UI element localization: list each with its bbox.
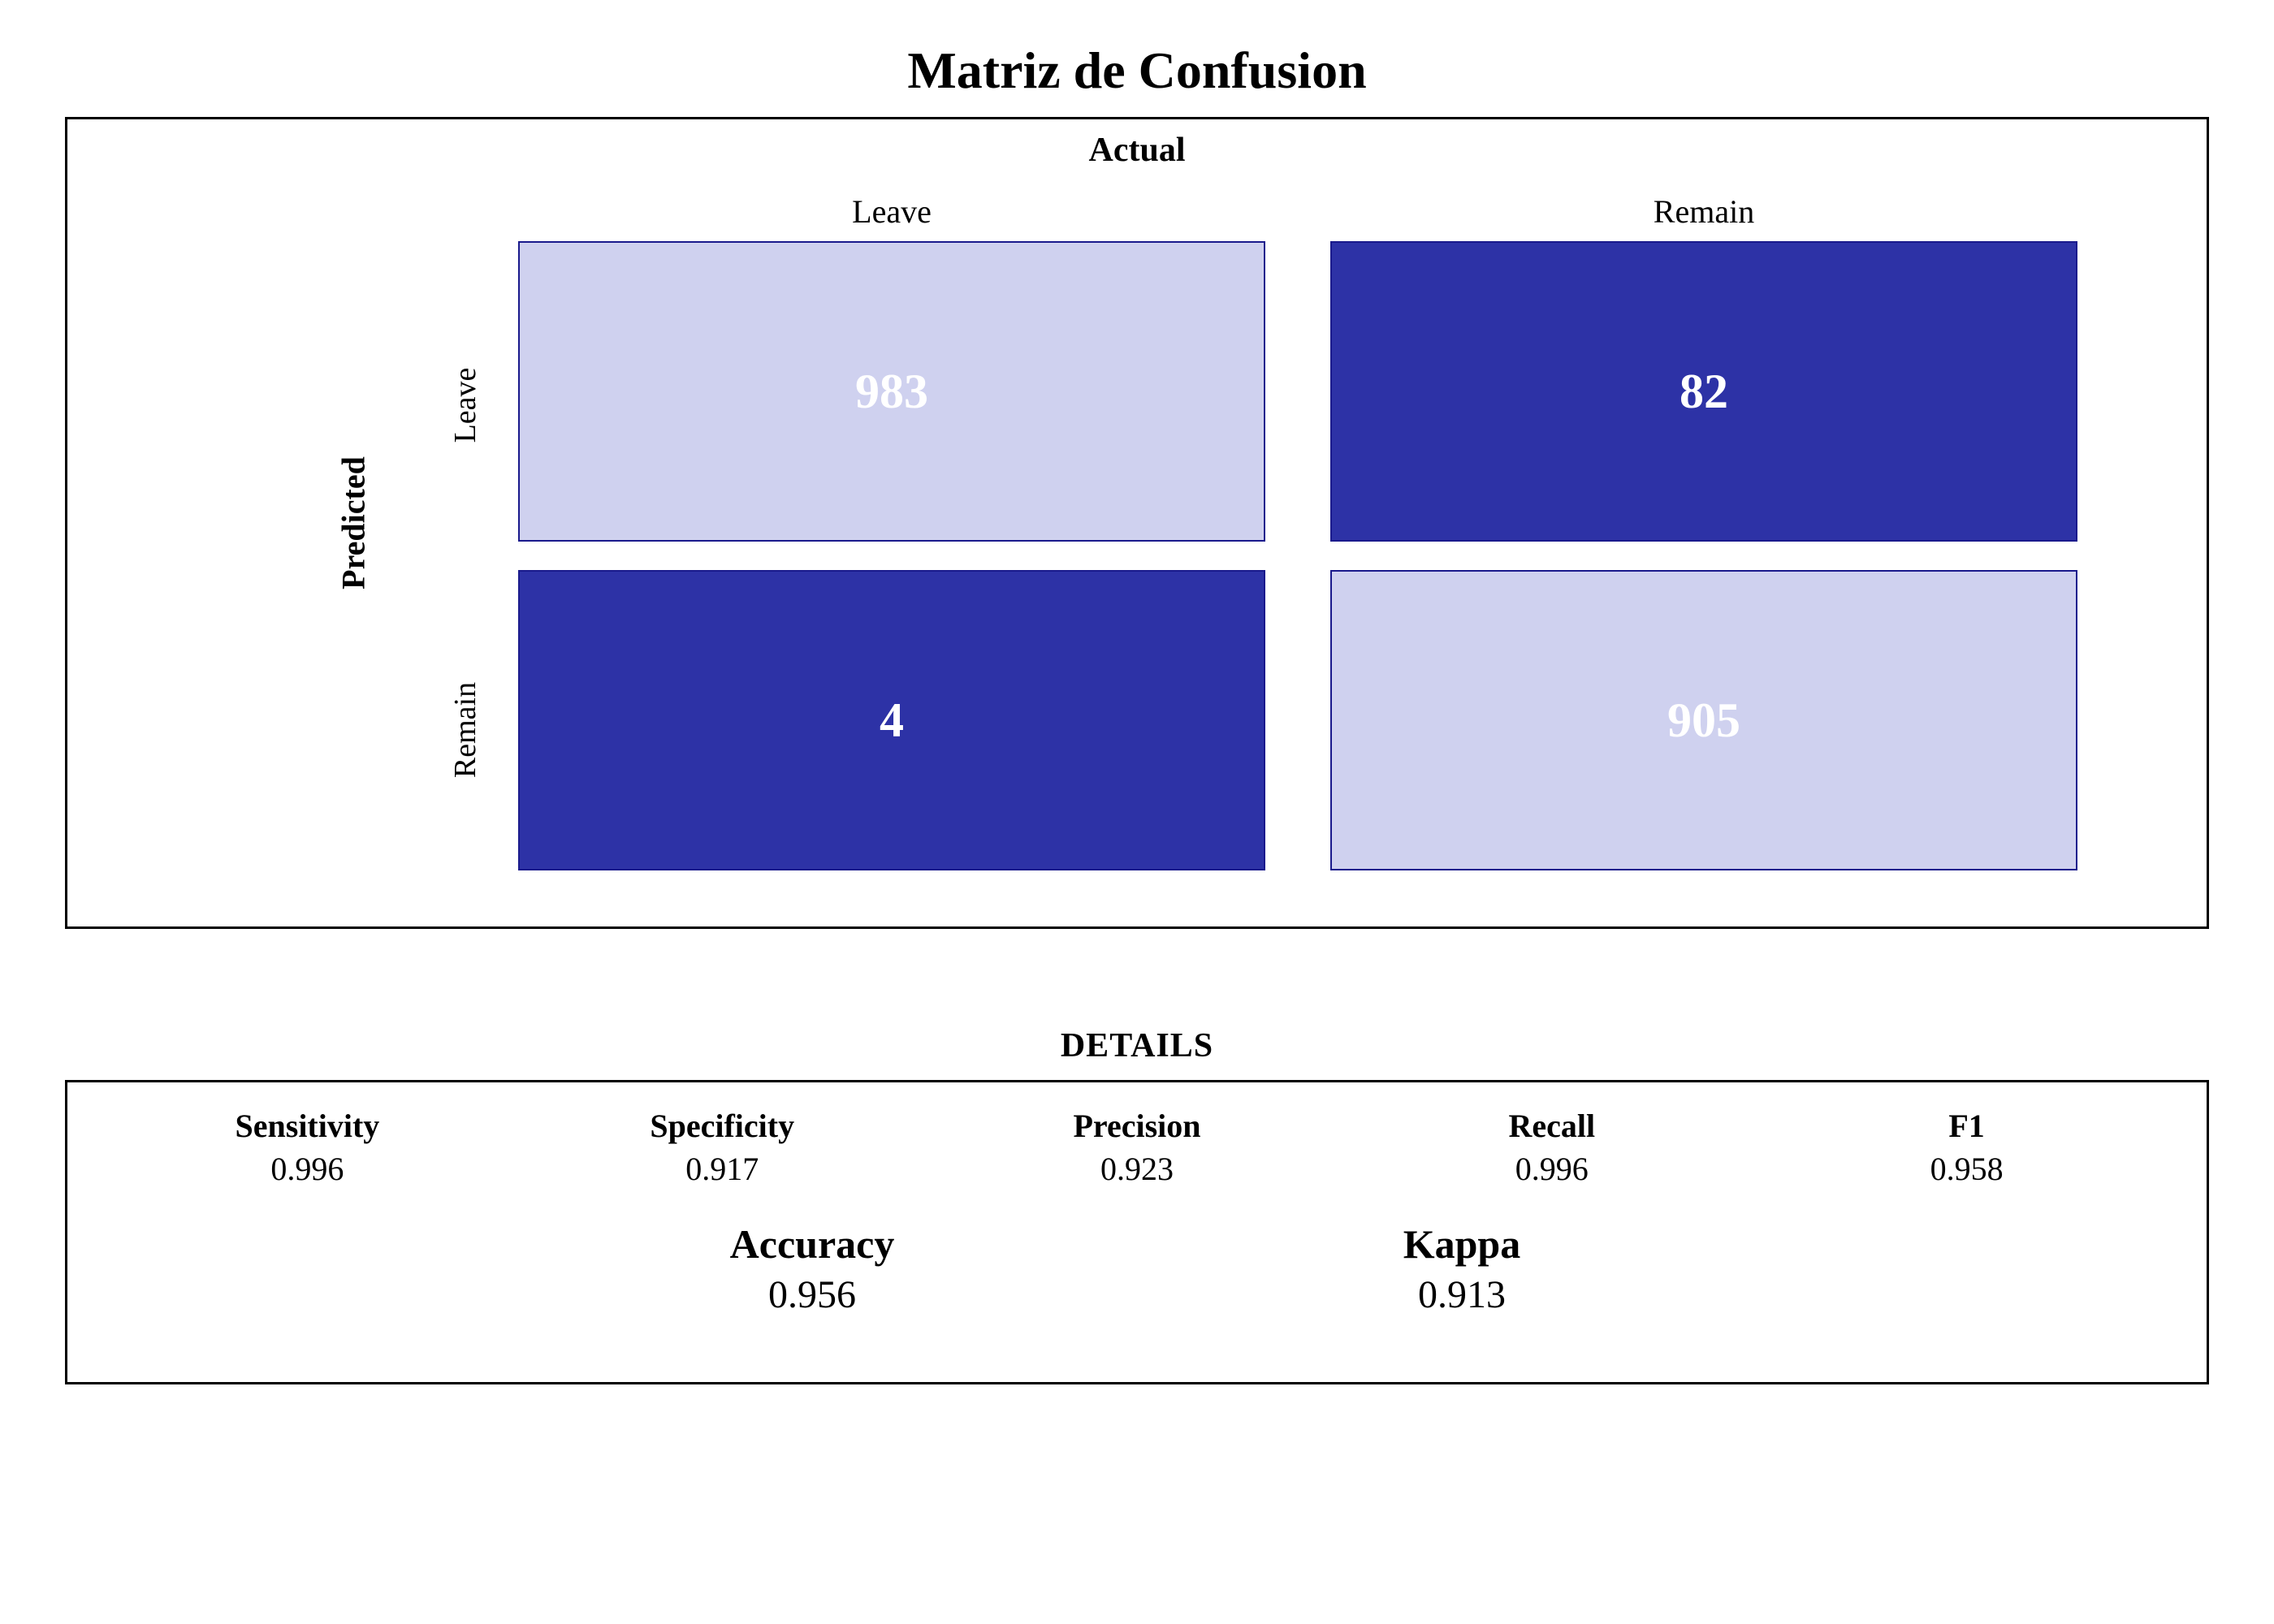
metric-sensitivity: Sensitivity 0.996: [100, 1107, 515, 1188]
metrics-row-1: Sensitivity 0.996 Specificity 0.917 Prec…: [100, 1107, 2174, 1188]
metric-value: 0.996: [100, 1150, 515, 1188]
metric-precision: Precision 0.923: [930, 1107, 1345, 1188]
metric-value: 0.996: [1344, 1150, 1759, 1188]
metric-label: Sensitivity: [100, 1107, 515, 1145]
metric-kappa: Kappa 0.913: [1299, 1220, 1624, 1317]
metric-label: Kappa: [1299, 1220, 1624, 1268]
confusion-cell-leave-leave: 983: [518, 241, 1265, 542]
metric-value: 0.956: [650, 1272, 975, 1317]
metric-value: 0.923: [930, 1150, 1345, 1188]
metric-recall: Recall 0.996: [1344, 1107, 1759, 1188]
metric-label: Accuracy: [650, 1220, 975, 1268]
metric-label: Specificity: [515, 1107, 930, 1145]
confusion-cell-remain-leave: 4: [518, 570, 1265, 870]
figure-canvas: Matriz de Confusion Actual Predicted Lea…: [0, 0, 2274, 1624]
axis-label-actual: Actual: [67, 131, 2207, 170]
metric-label: F1: [1759, 1107, 2174, 1145]
details-panel: Sensitivity 0.996 Specificity 0.917 Prec…: [65, 1080, 2209, 1384]
column-header-remain: Remain: [1330, 192, 2077, 231]
metric-value: 0.958: [1759, 1150, 2174, 1188]
metric-specificity: Specificity 0.917: [515, 1107, 930, 1188]
column-header-leave: Leave: [518, 192, 1265, 231]
row-label-remain: Remain: [447, 649, 483, 811]
metric-value: 0.913: [1299, 1272, 1624, 1317]
row-label-leave: Leave: [447, 324, 483, 486]
metric-value: 0.917: [515, 1150, 930, 1188]
metric-f1: F1 0.958: [1759, 1107, 2174, 1188]
confusion-cell-leave-remain: 82: [1330, 241, 2077, 542]
details-heading: DETAILS: [65, 1026, 2209, 1065]
confusion-matrix-panel: Actual Predicted Leave Remain Leave Rema…: [65, 117, 2209, 929]
figure-title: Matriz de Confusion: [65, 41, 2209, 101]
axis-label-predicted: Predicted: [334, 456, 372, 590]
metric-label: Precision: [930, 1107, 1345, 1145]
metric-label: Recall: [1344, 1107, 1759, 1145]
metrics-row-2: Accuracy 0.956 Kappa 0.913: [100, 1220, 2174, 1317]
confusion-cell-remain-remain: 905: [1330, 570, 2077, 870]
metric-accuracy: Accuracy 0.956: [650, 1220, 975, 1317]
